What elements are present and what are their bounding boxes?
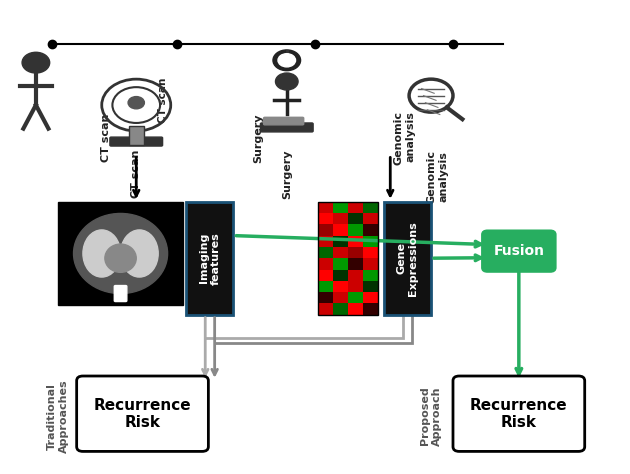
Text: Proposed
Approach: Proposed Approach bbox=[420, 386, 442, 446]
FancyBboxPatch shape bbox=[114, 285, 127, 301]
Circle shape bbox=[128, 97, 144, 109]
FancyBboxPatch shape bbox=[77, 376, 209, 451]
Bar bbox=[333, 258, 348, 270]
Ellipse shape bbox=[83, 230, 120, 277]
Bar bbox=[348, 236, 363, 247]
Text: Surgery: Surgery bbox=[282, 150, 292, 200]
Bar bbox=[348, 292, 363, 303]
Bar bbox=[333, 303, 348, 315]
Bar bbox=[333, 270, 348, 281]
Bar bbox=[348, 258, 363, 270]
Ellipse shape bbox=[74, 213, 168, 293]
Bar bbox=[318, 303, 333, 315]
Bar bbox=[333, 281, 348, 292]
Bar bbox=[348, 303, 363, 315]
FancyBboxPatch shape bbox=[110, 137, 163, 146]
Bar bbox=[363, 281, 378, 292]
Bar bbox=[318, 247, 333, 258]
FancyBboxPatch shape bbox=[263, 117, 304, 125]
Bar bbox=[318, 213, 333, 224]
Bar bbox=[318, 258, 333, 270]
Text: Imaging
features: Imaging features bbox=[199, 232, 220, 284]
Bar bbox=[363, 224, 378, 236]
Bar bbox=[363, 201, 378, 213]
Bar bbox=[348, 270, 363, 281]
FancyBboxPatch shape bbox=[186, 201, 234, 315]
FancyBboxPatch shape bbox=[260, 123, 313, 132]
FancyBboxPatch shape bbox=[453, 376, 585, 451]
Text: CT scan: CT scan bbox=[158, 78, 168, 123]
Circle shape bbox=[278, 54, 295, 67]
Text: Traditional
Approaches: Traditional Approaches bbox=[47, 379, 69, 453]
Circle shape bbox=[120, 93, 152, 117]
Text: Genomic
analysis: Genomic analysis bbox=[394, 111, 415, 165]
Bar bbox=[363, 213, 378, 224]
Circle shape bbox=[275, 73, 298, 90]
Bar bbox=[318, 270, 333, 281]
Bar bbox=[333, 292, 348, 303]
Bar bbox=[333, 213, 348, 224]
Bar bbox=[363, 270, 378, 281]
Circle shape bbox=[273, 50, 301, 71]
Ellipse shape bbox=[105, 244, 136, 273]
Bar bbox=[318, 281, 333, 292]
Bar bbox=[333, 247, 348, 258]
Bar bbox=[363, 247, 378, 258]
Bar bbox=[348, 281, 363, 292]
Bar bbox=[363, 303, 378, 315]
Bar bbox=[363, 236, 378, 247]
Bar bbox=[318, 224, 333, 236]
Bar bbox=[318, 236, 333, 247]
Text: Fusion: Fusion bbox=[493, 244, 544, 258]
Bar bbox=[363, 258, 378, 270]
Text: CT scan: CT scan bbox=[131, 150, 141, 198]
FancyBboxPatch shape bbox=[129, 126, 144, 145]
Text: Gene
Expressions: Gene Expressions bbox=[397, 221, 418, 296]
FancyBboxPatch shape bbox=[384, 201, 431, 315]
Text: Surgery: Surgery bbox=[253, 113, 263, 163]
Bar bbox=[318, 201, 333, 213]
Text: Recurrence
Risk: Recurrence Risk bbox=[94, 398, 192, 430]
FancyBboxPatch shape bbox=[58, 201, 183, 305]
Ellipse shape bbox=[120, 230, 158, 277]
Bar bbox=[333, 224, 348, 236]
Circle shape bbox=[22, 52, 50, 73]
Bar bbox=[348, 213, 363, 224]
Bar bbox=[363, 292, 378, 303]
Bar bbox=[333, 201, 348, 213]
Bar bbox=[348, 201, 363, 213]
Text: Genomic
analysis: Genomic analysis bbox=[427, 150, 448, 204]
Bar bbox=[333, 236, 348, 247]
FancyBboxPatch shape bbox=[483, 231, 555, 272]
Bar bbox=[318, 292, 333, 303]
Bar bbox=[348, 247, 363, 258]
Text: Recurrence
Risk: Recurrence Risk bbox=[470, 398, 568, 430]
Bar bbox=[348, 224, 363, 236]
Text: CT scan: CT scan bbox=[101, 114, 111, 162]
